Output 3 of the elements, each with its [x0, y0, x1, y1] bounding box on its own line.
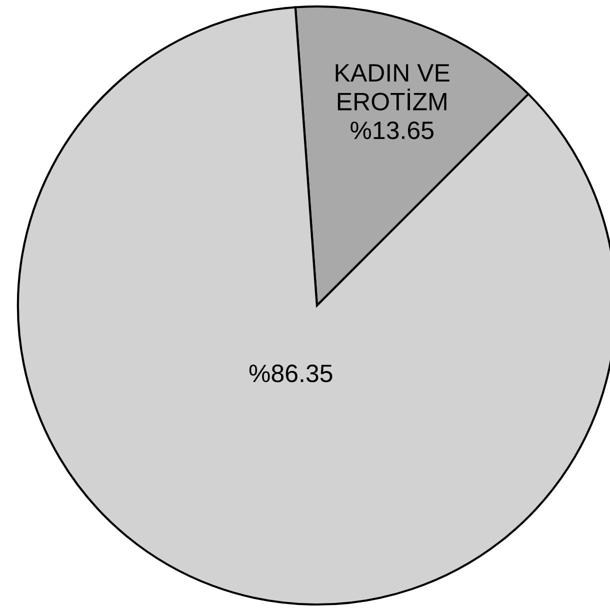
slice-label: KADIN VE EROTİZM [336, 64, 450, 110]
data-label: %86.35 [249, 364, 332, 382]
data-label: %13.65 [350, 121, 434, 140]
